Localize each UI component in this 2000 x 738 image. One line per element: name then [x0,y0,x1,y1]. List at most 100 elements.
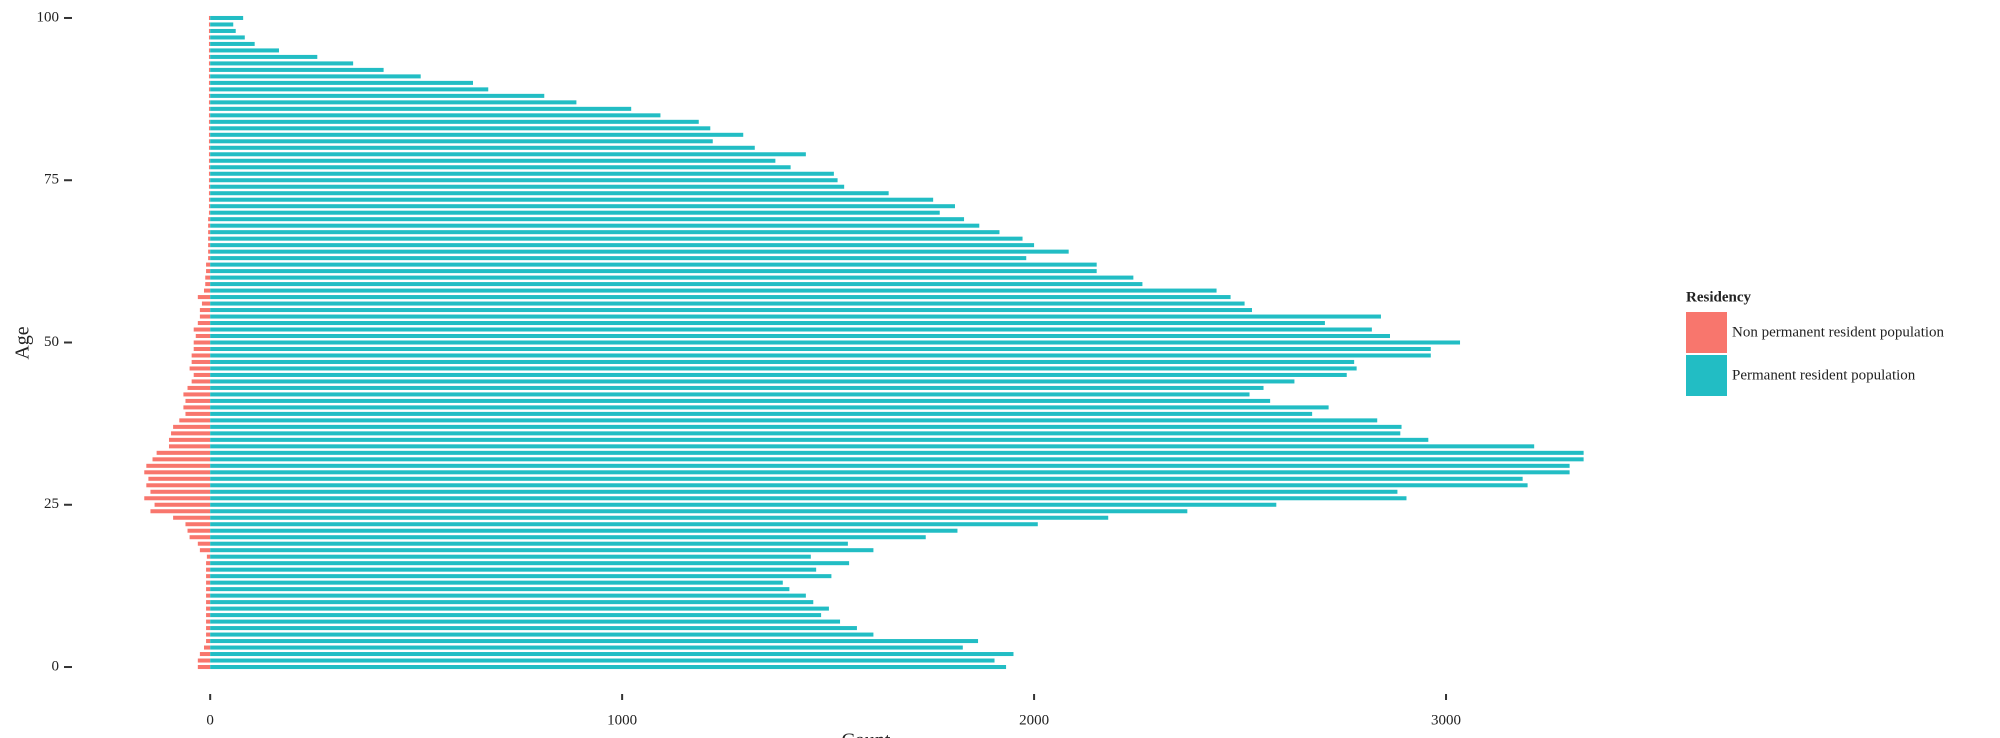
bar [150,489,211,494]
bar [189,366,211,371]
bar [208,243,211,248]
bar [210,139,713,144]
bar [146,463,211,468]
bar [208,145,211,150]
bar [210,223,980,228]
bar [210,483,1528,488]
bar [187,528,211,533]
bar [208,210,211,215]
bar [210,288,1217,293]
bar [206,606,211,611]
y-tick-label: 75 [44,172,59,188]
bar [210,61,354,66]
bar [204,288,211,293]
bar [210,295,1231,300]
bar [210,217,965,222]
bar [210,606,829,611]
x-axis-title: Count [842,730,891,738]
bar [154,502,211,507]
bar [210,574,832,579]
legend-title: Residency [1686,289,1751,305]
bar [197,665,211,670]
bar [210,269,1097,274]
bar [210,535,926,540]
bar [187,385,211,390]
bar [208,191,211,196]
bar [199,308,211,313]
bar [193,346,211,352]
bar [210,632,874,637]
bar [206,613,211,618]
bar [210,639,979,644]
bar [199,652,211,657]
bar [204,645,211,650]
bar [210,385,1264,390]
bar [206,262,211,267]
bar [156,450,211,455]
bar [148,476,211,481]
bar [210,366,1357,371]
bar [199,314,211,319]
bar [206,561,211,566]
bar [208,230,211,235]
bar [208,126,211,131]
bar [210,509,1188,514]
bar [185,522,211,527]
bar [210,262,1097,267]
bar [210,41,255,46]
legend-swatch [1686,355,1727,396]
bar [210,340,1461,345]
bar [208,74,211,79]
bar [210,106,632,111]
bar [208,139,211,144]
bar [208,54,211,59]
bar [210,145,755,150]
bar [210,333,1391,339]
bar [210,230,1000,235]
bar [210,450,1584,455]
bar [210,256,1027,261]
bar [210,191,889,196]
bar [210,392,1250,397]
bar [206,593,211,598]
bar [189,535,211,540]
bar [197,541,211,546]
bar [210,567,817,572]
bar [193,327,211,332]
bar [197,321,211,326]
bar [173,424,211,429]
bar [150,509,211,514]
bar [210,327,1372,332]
bar [206,632,211,637]
y-axis-title: Age [12,326,34,359]
bar [208,132,211,137]
bar [208,119,211,124]
bar [206,587,211,592]
bar [210,489,1398,494]
bar [210,424,1402,429]
bar [210,587,790,592]
bar [210,165,791,170]
bar [208,106,211,111]
bar [210,554,811,559]
bar [185,398,211,403]
bar [183,392,211,397]
bar [210,321,1325,326]
bar [208,61,211,66]
bar [206,626,211,631]
bar [206,574,211,579]
bar [210,600,814,605]
bar [208,197,211,202]
bar [183,405,211,410]
bar [208,93,211,98]
bar [208,249,211,254]
bar [206,600,211,605]
bar [210,236,1023,241]
bar [208,15,211,20]
bar [152,457,211,462]
bar [208,113,211,118]
bar [208,223,211,228]
bar [144,470,211,475]
bar [210,15,244,20]
bar [210,197,934,202]
